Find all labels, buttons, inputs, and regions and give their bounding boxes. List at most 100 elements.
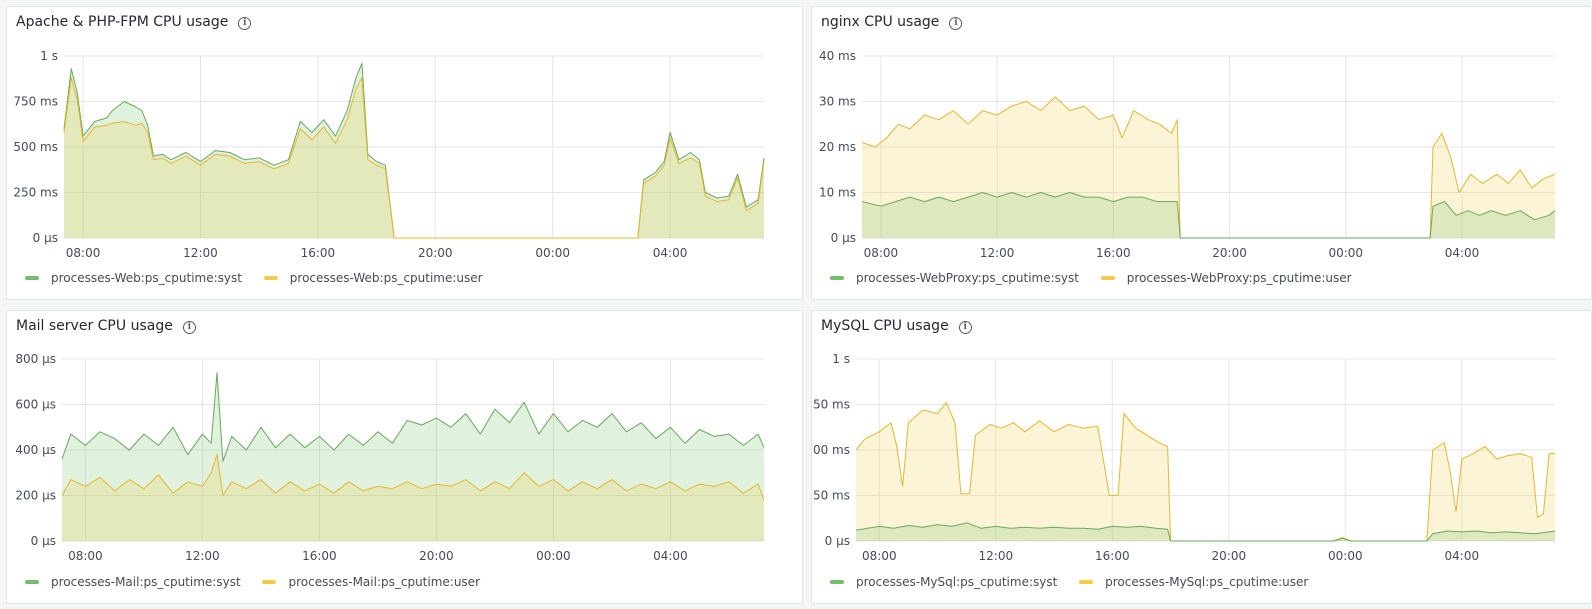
x-tick-label: 00:00 [1328,246,1363,260]
y-tick-label: 750 ms [812,398,850,412]
legend-label: processes-Web:ps_cputime:syst [51,271,242,285]
legend-label: processes-MySql:ps_cputime:syst [856,575,1058,589]
x-tick-label: 20:00 [418,246,453,260]
legend-item-user[interactable]: processes-WebProxy:ps_cputime:user [1100,271,1352,285]
x-tick-label: 12:00 [183,246,218,260]
panel-mail-cpu: Mail server CPU usage i 0 µs 200 µs 400 µs 6… [6,310,803,604]
nginx-cpu-chart[interactable]: 0 µs 10 ms 20 ms 30 ms 40 ms 08:00 12:00 16:00 2… [812,7,1592,267]
x-tick-label: 04:00 [653,549,688,563]
y-tick-label: 750 ms [13,95,58,109]
panel-title: Apache & PHP-FPM CPU usage i [16,14,252,30]
legend-label: processes-Web:ps_cputime:user [289,271,483,285]
series-line-syst[interactable] [855,522,1556,542]
y-tick-label: 20 ms [819,140,856,154]
legend-swatch [1079,579,1094,584]
legend-swatch [1100,275,1115,280]
panel-title: MySQL CPU usage i [821,318,972,334]
info-icon[interactable]: i [182,321,196,334]
panel-nginx-cpu: nginx CPU usage i 0 µs 10 ms 20 ms 30 ms 40 m… [811,6,1592,300]
x-tick-label: 00:00 [536,549,571,563]
y-tick-label: 1 s [832,352,850,366]
x-tick-label: 08:00 [862,549,897,563]
x-tick-label: 12:00 [980,246,1015,260]
x-tick-label: 20:00 [1212,246,1247,260]
x-tick-label: 04:00 [1445,549,1480,563]
series-line-user[interactable] [61,454,765,501]
legend-swatch [25,275,39,280]
y-tick-label: 40 ms [819,49,856,63]
legend: processes-Mail:ps_cputime:syst processes… [25,575,498,589]
info-icon[interactable]: i [958,321,972,334]
x-tick-label: 08:00 [68,549,103,563]
mail-cpu-chart[interactable]: 0 µs 200 µs 400 µs 600 µs 800 µs 08:00 12:00 16… [7,311,804,571]
panel-title: Mail server CPU usage i [16,318,196,334]
y-tick-label: 600 µs [15,398,56,412]
x-tick-label: 16:00 [1095,549,1130,563]
legend-swatch [263,275,278,280]
legend-label: processes-Mail:ps_cputime:user [288,575,480,589]
y-tick-label: 400 µs [15,443,56,457]
info-icon[interactable]: i [949,17,963,30]
y-tick-label: 0 µs [33,231,58,245]
x-tick-label: 00:00 [1328,549,1363,563]
x-tick-label: 20:00 [1212,549,1247,563]
x-tick-label: 00:00 [535,246,570,260]
legend-item-syst[interactable]: processes-Mail:ps_cputime:syst [25,575,241,589]
y-tick-label: 800 µs [15,352,56,366]
series-area-user [862,96,1555,239]
info-icon[interactable]: i [238,17,252,30]
legend-item-syst[interactable]: processes-WebProxy:ps_cputime:syst [830,271,1079,285]
y-tick-label: 10 ms [819,186,856,200]
y-tick-label: 30 ms [819,95,856,109]
y-tick-label: 0 µs [831,231,856,245]
legend-item-syst[interactable]: processes-MySql:ps_cputime:syst [830,575,1057,589]
x-tick-label: 04:00 [653,246,688,260]
x-tick-label: 08:00 [864,246,899,260]
series-area-user [62,454,764,541]
series-line-syst[interactable] [61,372,765,462]
x-tick-label: 08:00 [66,246,101,260]
series-area-user [64,77,764,238]
x-tick-label: 04:00 [1445,246,1480,260]
apache-cpu-chart[interactable]: 0 µs 250 ms 500 ms 750 ms 1 s 08:00 12:00 16:00… [7,7,804,267]
legend-item-user[interactable]: processes-MySql:ps_cputime:user [1079,575,1308,589]
x-tick-label: 20:00 [419,549,454,563]
y-tick-label: 0 µs [825,534,850,548]
series-line-syst[interactable] [63,62,765,239]
y-tick-label: 500 ms [13,140,58,154]
legend-label: processes-Mail:ps_cputime:syst [51,575,241,589]
y-tick-label: 500 ms [812,443,850,457]
series-area-syst [862,192,1555,238]
legend-item-user[interactable]: processes-Web:ps_cputime:user [263,271,483,285]
y-tick-label: 1 s [40,49,58,63]
series-line-syst[interactable] [861,192,1556,239]
x-tick-label: 16:00 [302,549,337,563]
legend: processes-MySql:ps_cputime:syst processe… [830,575,1326,589]
series-area-syst [62,372,764,541]
legend-swatch [25,579,39,584]
series-line-user[interactable] [861,96,1556,239]
panel-title: nginx CPU usage i [821,14,963,30]
legend-swatch [262,579,277,584]
legend-label: processes-MySql:ps_cputime:user [1105,575,1309,589]
legend-label: processes-WebProxy:ps_cputime:syst [856,271,1079,285]
series-area-syst [856,522,1555,541]
legend-swatch [830,579,844,584]
y-tick-label: 250 ms [13,186,58,200]
x-tick-label: 16:00 [1096,246,1131,260]
series-line-user[interactable] [63,77,765,239]
x-tick-label: 12:00 [185,549,220,563]
y-tick-label: 0 µs [31,534,56,548]
series-area-user [856,402,1555,541]
legend: processes-Web:ps_cputime:syst processes-… [25,271,501,285]
series-line-user[interactable] [855,402,1555,542]
mysql-cpu-chart[interactable]: 0 µs 250 ms 500 ms 750 ms 1 s 08:00 12:00 16:00… [812,311,1592,571]
legend-item-user[interactable]: processes-Mail:ps_cputime:user [262,575,480,589]
series-area-syst [64,63,764,238]
legend-item-syst[interactable]: processes-Web:ps_cputime:syst [25,271,242,285]
legend: processes-WebProxy:ps_cputime:syst proce… [830,271,1370,285]
legend-swatch [830,275,844,280]
x-tick-label: 12:00 [979,549,1014,563]
panel-apache-cpu: Apache & PHP-FPM CPU usage i 0 µs 250 ms 50… [6,6,803,300]
y-tick-label: 200 µs [15,489,56,503]
